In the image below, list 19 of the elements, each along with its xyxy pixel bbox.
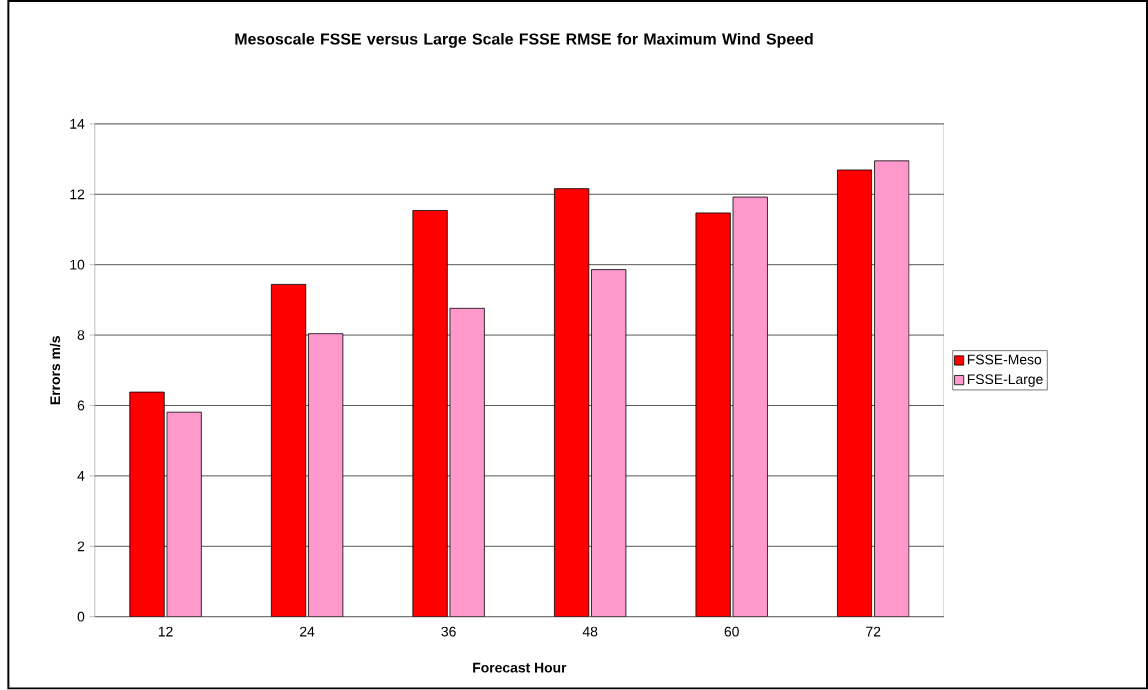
legend-label: FSSE-Meso [967,354,1042,365]
y-tick-label: 6 [77,400,85,411]
y-tick-label: 12 [70,189,85,200]
y-tick-label: 10 [70,259,85,270]
x-tick-label: 60 [724,626,739,637]
x-tick-label: 72 [866,626,881,637]
y-tick-label: 8 [77,330,85,341]
legend-label: FSSE-Large [967,374,1043,388]
chart-title: Mesoscale FSSE versus Large Scale FSSE RMSE for Maximum Wind Speed [235,33,813,49]
x-tick-label: 12 [158,626,173,637]
x-axis-title: Forecast Hour [473,663,567,673]
y-axis-title: Errors m/s [49,336,61,405]
y-tick-label: 4 [77,471,85,481]
x-tick-label: 24 [300,626,315,637]
y-tick-label: 2 [77,541,85,552]
x-tick-label: 36 [441,626,456,637]
y-tick-label: 14 [70,119,85,129]
y-tick-label: 0 [77,611,85,622]
x-tick-label: 48 [582,626,598,637]
